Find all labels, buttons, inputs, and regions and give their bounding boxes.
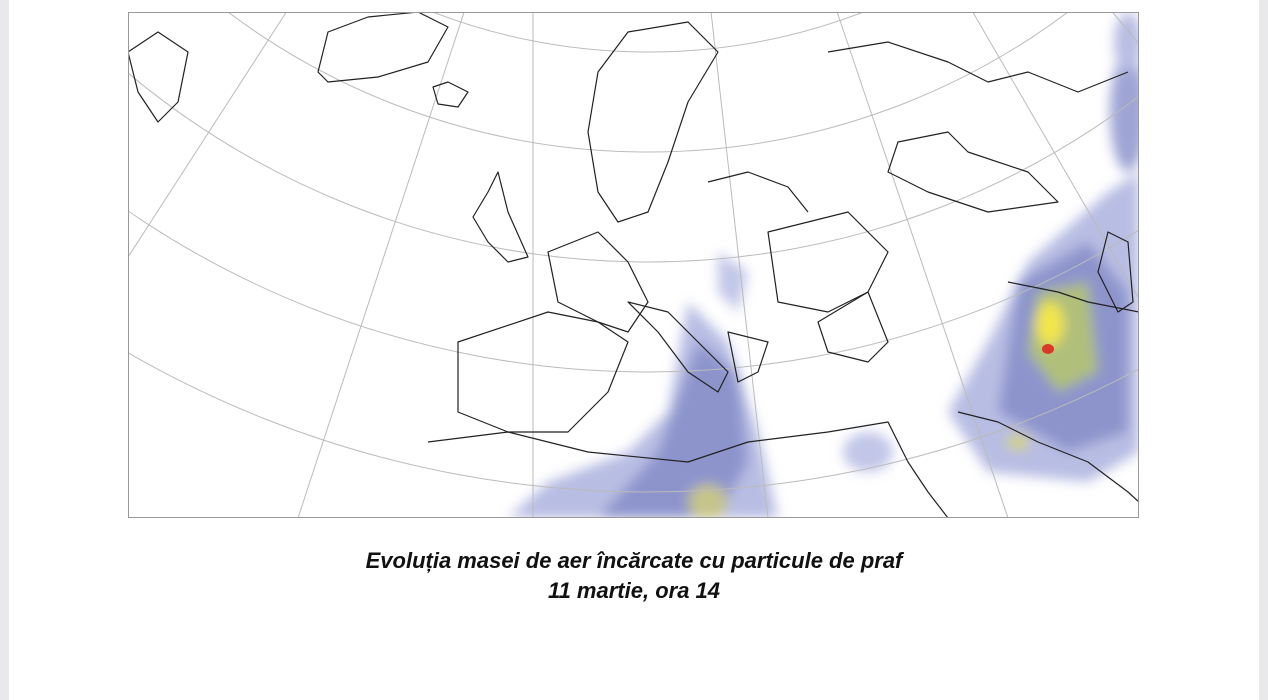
- page-edge: [0, 0, 9, 700]
- map-content: [128, 12, 1139, 518]
- dust-field: [508, 12, 1139, 518]
- coastlines: [128, 12, 1139, 518]
- caption-title: Evoluția masei de aer încărcate cu parti…: [365, 548, 903, 573]
- caption-date: 11 martie, ora 14: [547, 578, 721, 603]
- page-edge: [1259, 0, 1268, 700]
- dust-peak: [1042, 344, 1054, 354]
- map-frame: [128, 12, 1139, 518]
- dust-map: [128, 12, 1139, 518]
